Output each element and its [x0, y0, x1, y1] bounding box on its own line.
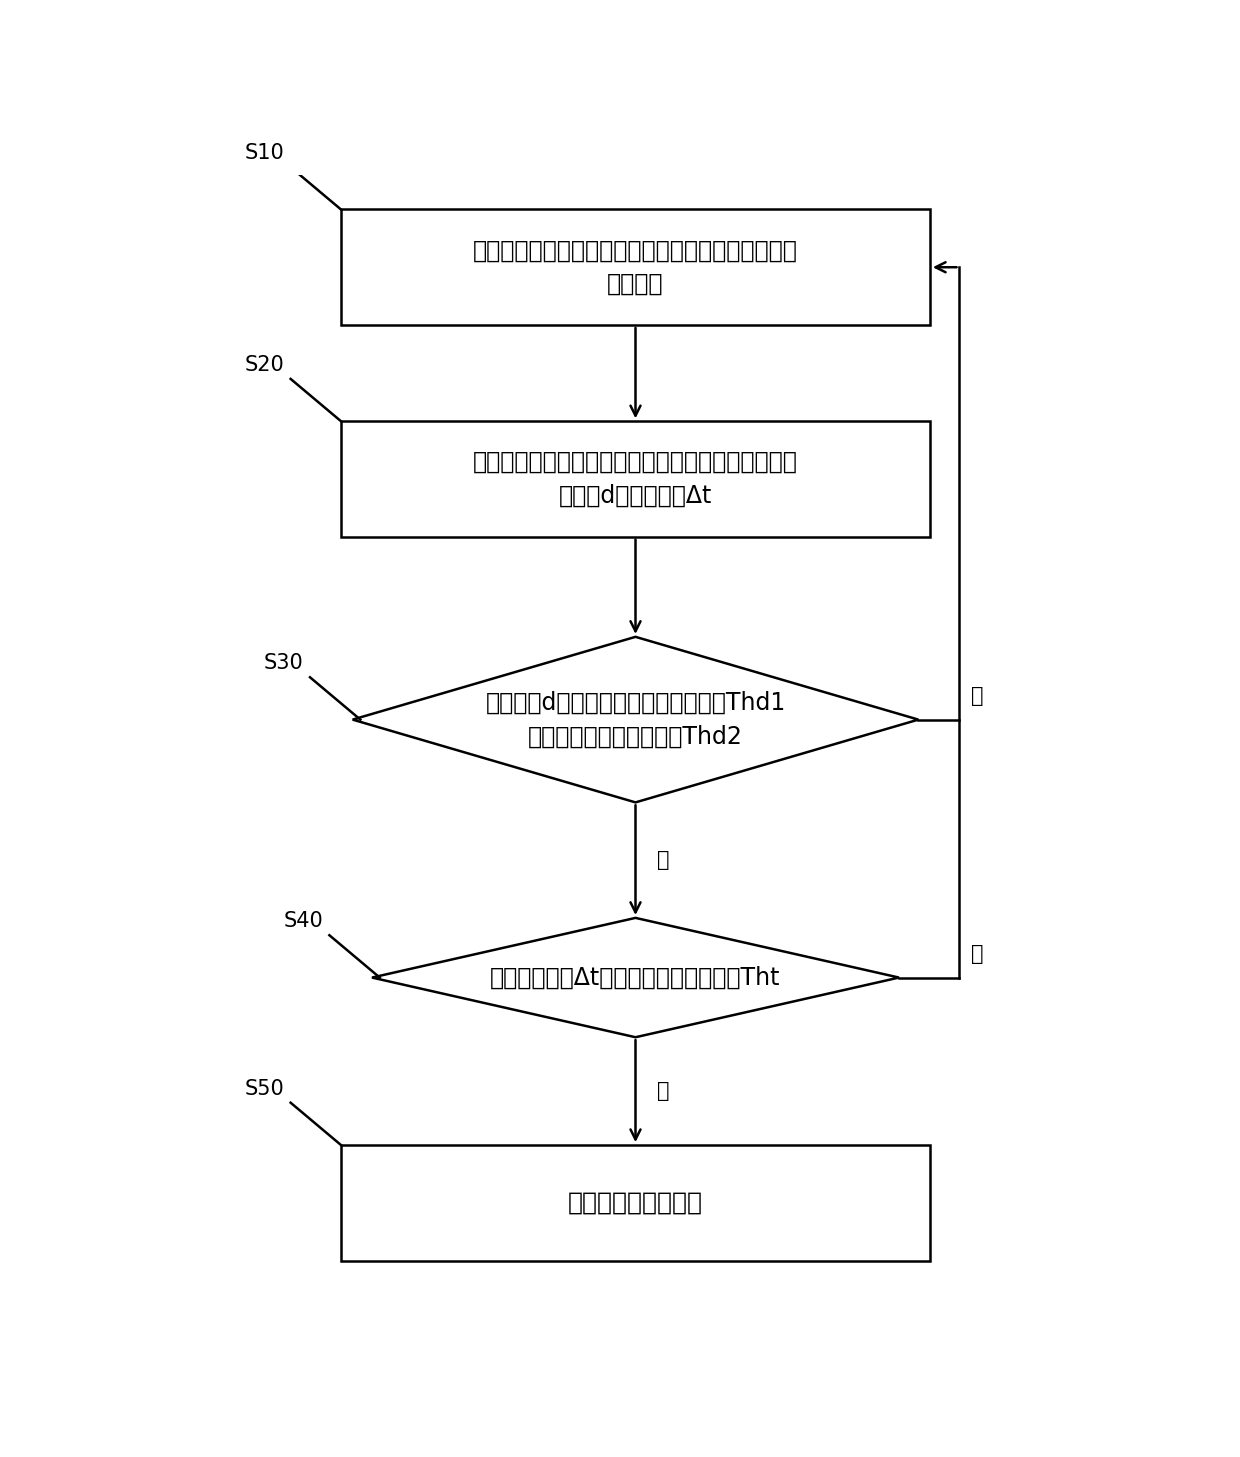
Text: 反射信号: 反射信号: [608, 272, 663, 296]
Text: 否: 否: [971, 944, 983, 963]
Text: S20: S20: [244, 356, 284, 374]
Bar: [341, 1145, 930, 1260]
Bar: [341, 210, 930, 325]
Text: S50: S50: [244, 1078, 284, 1099]
Text: 根据反射信号，提取被监护对象在活动空间的高度位: 根据反射信号，提取被监护对象在活动空间的高度位: [474, 450, 797, 474]
Text: 判断时间间隔Δt是否小于等于时间门限Tht: 判断时间间隔Δt是否小于等于时间门限Tht: [490, 966, 781, 989]
Text: S30: S30: [264, 653, 304, 673]
Text: 且小于等于第二位移门限Thd2: 且小于等于第二位移门限Thd2: [528, 724, 743, 749]
Text: 否: 否: [971, 686, 983, 705]
Text: S10: S10: [244, 143, 284, 163]
Text: 移变化d和时间间隔Δt: 移变化d和时间间隔Δt: [559, 484, 712, 508]
Polygon shape: [372, 918, 899, 1037]
Text: S40: S40: [284, 912, 324, 931]
Text: 通过多普勒毫米波雷达采集被监护对象在活动空间的: 通过多普勒毫米波雷达采集被监护对象在活动空间的: [474, 239, 797, 262]
Text: 是: 是: [657, 849, 670, 870]
Bar: [341, 421, 930, 536]
Text: 判断被监护对象跌倒: 判断被监护对象跌倒: [568, 1190, 703, 1215]
Polygon shape: [352, 637, 919, 803]
Text: 判断位移d是否大于等于第一位移门限Thd1: 判断位移d是否大于等于第一位移门限Thd1: [485, 691, 786, 715]
Text: 是: 是: [657, 1081, 670, 1101]
